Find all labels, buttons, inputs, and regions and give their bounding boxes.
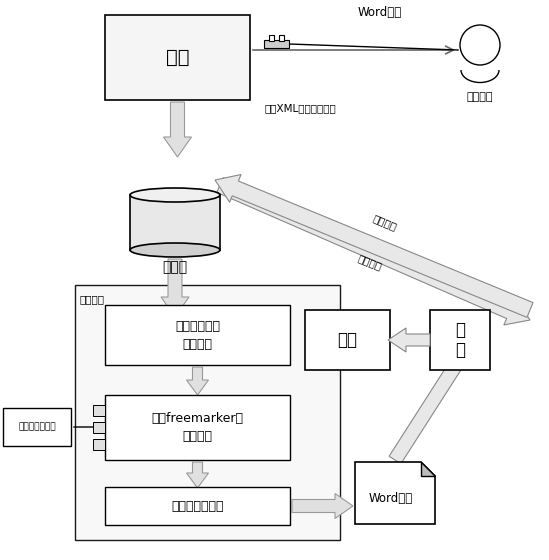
FancyArrow shape (217, 178, 530, 325)
Text: 预处理器: 预处理器 (182, 338, 212, 351)
Text: 动态复杂表格: 动态复杂表格 (175, 320, 220, 333)
Text: 专业用户: 专业用户 (467, 92, 493, 102)
Polygon shape (421, 462, 435, 476)
Bar (93, 422, 105, 433)
FancyArrow shape (292, 493, 353, 519)
FancyArrow shape (164, 102, 192, 157)
Bar (130, 195, 220, 250)
Bar (105, 15, 250, 100)
FancyArrow shape (187, 367, 209, 395)
Text: 导入模板: 导入模板 (356, 253, 383, 271)
Text: 模板: 模板 (166, 48, 189, 67)
Text: 智能文档: 智能文档 (79, 294, 104, 304)
Text: 兼容freemarker的: 兼容freemarker的 (152, 412, 244, 425)
Bar (279, 35, 284, 41)
Bar (93, 405, 105, 416)
Polygon shape (355, 462, 435, 524)
Ellipse shape (130, 243, 220, 257)
FancyArrow shape (388, 328, 430, 352)
Bar (105, 305, 290, 365)
Ellipse shape (130, 188, 220, 202)
Text: 导出模板: 导出模板 (372, 212, 399, 231)
FancyArrow shape (161, 259, 189, 317)
FancyArrow shape (187, 462, 209, 488)
Text: 动态数据注入器: 动态数据注入器 (18, 422, 56, 432)
Text: 兼容XML格式的编码器: 兼容XML格式的编码器 (264, 103, 336, 113)
Bar (264, 40, 289, 48)
Text: 用
户: 用 户 (455, 320, 465, 360)
Bar (105, 395, 290, 460)
Text: 模板: 模板 (338, 331, 357, 349)
Text: 模板库: 模板库 (163, 260, 188, 274)
Bar (305, 310, 390, 370)
Bar (3, 408, 71, 446)
Bar (430, 310, 490, 370)
Text: 后期数据处理器: 后期数据处理器 (171, 500, 224, 512)
Bar (269, 35, 274, 41)
Bar (75, 285, 340, 540)
FancyArrow shape (389, 335, 476, 464)
Bar (93, 439, 105, 450)
Text: Word文档: Word文档 (358, 6, 402, 18)
Text: Word文档: Word文档 (369, 492, 413, 505)
FancyArrow shape (215, 175, 533, 318)
Bar (105, 487, 290, 525)
Text: 模板引擎: 模板引擎 (182, 430, 212, 443)
